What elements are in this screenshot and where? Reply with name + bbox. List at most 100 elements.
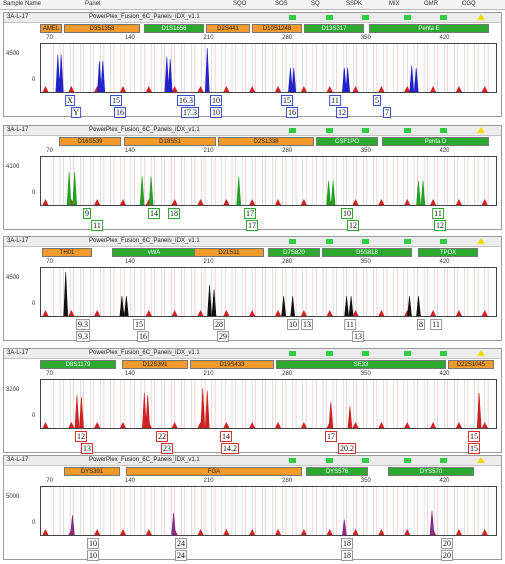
locus-d16s539[interactable]: D16S539	[59, 137, 121, 146]
quality-flag-icon[interactable]	[362, 239, 369, 244]
allele-call-label[interactable]: 5	[373, 95, 381, 106]
quality-flag-icon[interactable]	[440, 128, 447, 133]
quality-flag-icon[interactable]	[404, 239, 411, 244]
allele-call-label[interactable]: 11	[432, 208, 444, 219]
warning-triangle-icon[interactable]	[477, 238, 485, 244]
locus-d2s1338[interactable]: D2S1338	[218, 137, 314, 146]
locus-d21s11[interactable]: D21S11	[194, 248, 264, 257]
locus-d2s441[interactable]: D2S441	[206, 24, 250, 33]
locus-vwa[interactable]: vWA	[112, 248, 196, 257]
quality-flag-icon[interactable]	[440, 15, 447, 20]
locus-d3s1358[interactable]: D3S1358	[64, 24, 140, 33]
quality-flag-icon[interactable]	[362, 351, 369, 356]
electropherogram-plot[interactable]	[40, 486, 497, 536]
allele-call-label[interactable]: 9.3	[76, 331, 90, 342]
warning-triangle-icon[interactable]	[477, 14, 485, 20]
allele-call-label[interactable]: 10	[287, 319, 299, 330]
allele-call-label[interactable]: 13	[301, 319, 313, 330]
allele-call-label[interactable]: 7	[383, 107, 391, 118]
allele-call-label[interactable]: 12	[336, 107, 348, 118]
allele-call-label[interactable]: 16	[286, 107, 298, 118]
quality-flag-icon[interactable]	[404, 15, 411, 20]
allele-call-label[interactable]: 15	[468, 431, 480, 442]
allele-call-label[interactable]: 14	[148, 208, 160, 219]
allele-call-label[interactable]: 20	[441, 550, 453, 561]
locus-d18s51[interactable]: D18S51	[124, 137, 216, 146]
quality-flag-icon[interactable]	[362, 15, 369, 20]
locus-d7s820[interactable]: D7S820	[268, 248, 320, 257]
quality-flag-icon[interactable]	[326, 15, 333, 20]
allele-call-label[interactable]: 16.3	[177, 95, 195, 106]
allele-call-label[interactable]: 16	[137, 331, 149, 342]
allele-call-label[interactable]: 15	[133, 319, 145, 330]
allele-call-label[interactable]: 28	[213, 319, 225, 330]
locus-d19s433[interactable]: D19S433	[190, 360, 274, 369]
allele-call-label[interactable]: 24	[175, 538, 187, 549]
electropherogram-plot[interactable]	[40, 156, 497, 206]
allele-call-label[interactable]: 10	[210, 107, 222, 118]
locus-d5s818[interactable]: D5S818	[322, 248, 412, 257]
allele-call-label[interactable]: 8	[417, 319, 425, 330]
quality-flag-icon[interactable]	[362, 458, 369, 463]
locus-amel[interactable]: AMEL	[40, 24, 62, 33]
quality-flag-icon[interactable]	[404, 458, 411, 463]
allele-call-label[interactable]: 10	[341, 208, 353, 219]
electropherogram-plot[interactable]	[40, 43, 497, 93]
locus-se33[interactable]: SE33	[276, 360, 446, 369]
allele-call-label[interactable]: 17.3	[181, 107, 199, 118]
allele-call-label[interactable]: 13	[81, 443, 93, 454]
allele-call-label[interactable]: 18	[168, 208, 180, 219]
locus-penta-e[interactable]: Penta E	[369, 24, 489, 33]
allele-call-label[interactable]: 22	[156, 431, 168, 442]
allele-call-label[interactable]: 14	[220, 431, 232, 442]
allele-call-label[interactable]: 12	[75, 431, 87, 442]
warning-triangle-icon[interactable]	[477, 350, 485, 356]
quality-flag-icon[interactable]	[404, 128, 411, 133]
quality-flag-icon[interactable]	[289, 128, 296, 133]
allele-call-label[interactable]: 11	[91, 220, 103, 231]
allele-call-label[interactable]: 15	[110, 95, 122, 106]
locus-d1s1656[interactable]: D1S1656	[144, 24, 204, 33]
allele-call-label[interactable]: 15	[281, 95, 293, 106]
allele-call-label[interactable]: 10	[210, 95, 222, 106]
electropherogram-plot[interactable]	[40, 379, 497, 429]
locus-dys576[interactable]: DYS576	[306, 467, 368, 476]
quality-flag-icon[interactable]	[326, 351, 333, 356]
quality-flag-icon[interactable]	[289, 351, 296, 356]
locus-d22s1045[interactable]: D22S1045	[448, 360, 494, 369]
locus-d10s1248[interactable]: D10S1248	[252, 24, 302, 33]
allele-call-label[interactable]: 11	[344, 319, 356, 330]
allele-call-label[interactable]: 10	[87, 538, 99, 549]
locus-penta-d[interactable]: Penta D	[382, 137, 489, 146]
allele-call-label[interactable]: 24	[175, 550, 187, 561]
allele-call-label[interactable]: Y	[71, 107, 81, 118]
locus-d13s317[interactable]: D13S317	[304, 24, 364, 33]
locus-dys570[interactable]: DYS570	[388, 467, 474, 476]
electropherogram-plot[interactable]	[40, 267, 497, 317]
allele-call-label[interactable]: 20.2	[338, 443, 356, 454]
allele-call-label[interactable]: 13	[352, 331, 364, 342]
allele-call-label[interactable]: 16	[114, 107, 126, 118]
allele-call-label[interactable]: 23	[161, 443, 173, 454]
allele-call-label[interactable]: 20	[441, 538, 453, 549]
quality-flag-icon[interactable]	[326, 239, 333, 244]
allele-call-label[interactable]: 11	[430, 319, 442, 330]
locus-d8s1179[interactable]: D8S1179	[40, 360, 116, 369]
quality-flag-icon[interactable]	[440, 239, 447, 244]
allele-call-label[interactable]: 11	[329, 95, 341, 106]
allele-call-label[interactable]: 17	[244, 208, 256, 219]
warning-triangle-icon[interactable]	[477, 457, 485, 463]
locus-d12s391[interactable]: D12S391	[122, 360, 188, 369]
locus-dys391[interactable]: DYS391	[64, 467, 120, 476]
allele-call-label[interactable]: 12	[434, 220, 446, 231]
quality-flag-icon[interactable]	[289, 239, 296, 244]
allele-call-label[interactable]: 29	[217, 331, 229, 342]
locus-tpox[interactable]: TPOX	[418, 248, 478, 257]
allele-call-label[interactable]: 10	[87, 550, 99, 561]
locus-th01[interactable]: TH01	[42, 248, 92, 257]
allele-call-label[interactable]: 14.2	[221, 443, 239, 454]
locus-fga[interactable]: FGA	[126, 467, 302, 476]
quality-flag-icon[interactable]	[404, 351, 411, 356]
allele-call-label[interactable]: 18	[341, 538, 353, 549]
allele-call-label[interactable]: 17	[246, 220, 258, 231]
